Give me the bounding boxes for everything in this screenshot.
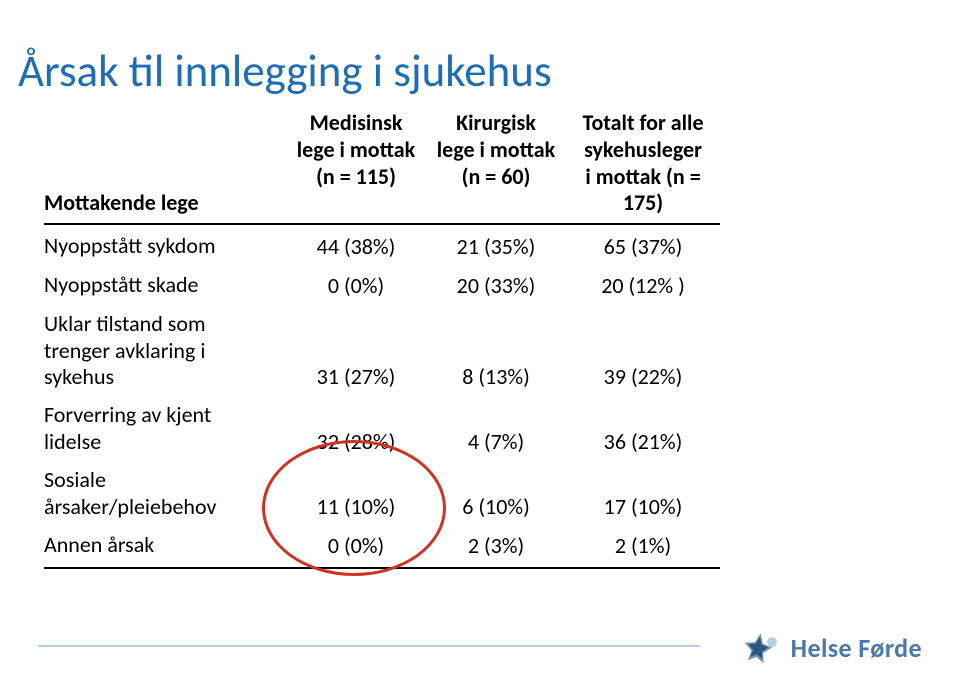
row-label: Uklar tilstand somtrenger avklaring isyk… [44,305,286,396]
row-val-c: 36 (21%) [566,396,720,461]
row-val-b: 6 (10%) [426,461,566,526]
table-row: Uklar tilstand somtrenger avklaring isyk… [44,305,720,396]
data-table-wrap: Mottakende lege Medisinsklege i mottak(n… [44,110,720,569]
table-row: Forverring av kjentlidelse 32 (28%) 4 (7… [44,396,720,461]
row-val-c: 39 (22%) [566,305,720,396]
brand-logo: Helse Førde [735,625,922,671]
row-val-a: 31 (27%) [286,305,426,396]
table-row: Annen årsak 0 (0%) 2 (3%) 2 (1%) [44,526,720,568]
table-row: Sosialeårsaker/pleiebehov 11 (10%) 6 (10… [44,461,720,526]
row-val-c: 17 (10%) [566,461,720,526]
table-row: Nyoppstått skade 0 (0%) 20 (33%) 20 (12%… [44,266,720,305]
slide-title: Årsak til innlegging i sjukehus [18,44,552,99]
row-val-a: 0 (0%) [286,266,426,305]
row-label: Nyoppstått sykdom [44,224,286,266]
header-col-c: Totalt for allesykehuslegeri mottak (n =… [566,110,720,224]
row-label: Nyoppstått skade [44,266,286,305]
row-label: Annen årsak [44,526,286,568]
header-col-a: Medisinsklege i mottak(n = 115) [286,110,426,224]
header-col-b: Kirurgisklege i mottak(n = 60) [426,110,566,224]
logo-mark-icon [735,625,781,671]
row-val-c: 2 (1%) [566,526,720,568]
row-val-b: 21 (35%) [426,224,566,266]
header-label: Mottakende lege [44,110,286,224]
data-table: Mottakende lege Medisinsklege i mottak(n… [44,110,720,569]
row-val-a: 11 (10%) [286,461,426,526]
row-val-b: 2 (3%) [426,526,566,568]
table-row: Nyoppstått sykdom 44 (38%) 21 (35%) 65 (… [44,224,720,266]
row-val-c: 20 (12% ) [566,266,720,305]
row-val-b: 4 (7%) [426,396,566,461]
row-val-b: 20 (33%) [426,266,566,305]
row-val-a: 0 (0%) [286,526,426,568]
row-label: Sosialeårsaker/pleiebehov [44,461,286,526]
row-val-b: 8 (13%) [426,305,566,396]
row-val-c: 65 (37%) [566,224,720,266]
header-row: Mottakende lege Medisinsklege i mottak(n… [44,110,720,224]
row-label: Forverring av kjentlidelse [44,396,286,461]
logo-text: Helse Førde [791,632,922,664]
row-val-a: 44 (38%) [286,224,426,266]
footer-divider [38,645,700,647]
row-val-a: 32 (28%) [286,396,426,461]
